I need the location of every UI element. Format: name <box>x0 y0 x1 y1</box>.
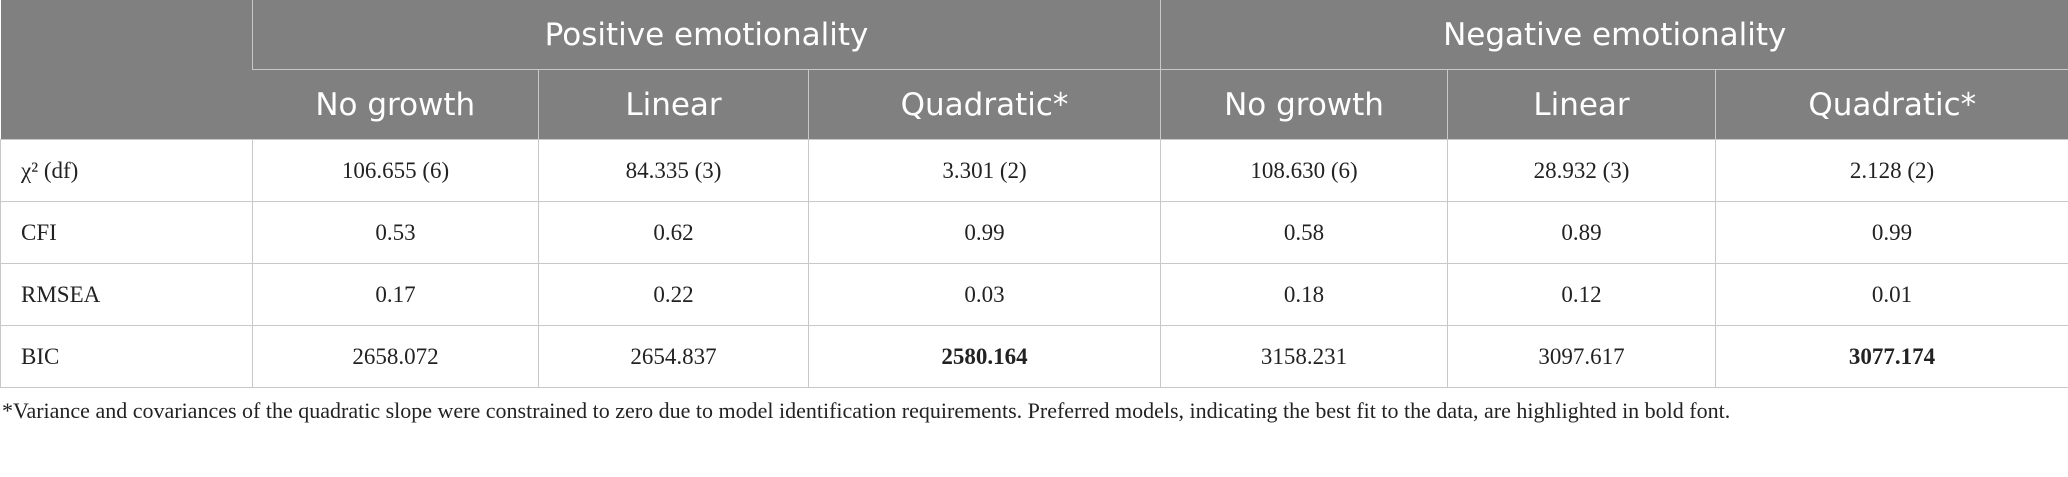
column-header: No growth <box>252 69 539 140</box>
cell: 0.12 <box>1447 263 1716 326</box>
cell: 0.01 <box>1715 263 2068 326</box>
cell: 3158.231 <box>1160 325 1448 388</box>
footnote: *Variance and covariances of the quadrat… <box>2 398 1731 423</box>
cell: 108.630 (6) <box>1160 139 1448 202</box>
cell: 2658.072 <box>252 325 539 388</box>
row-label: BIC <box>0 325 253 388</box>
cell: 0.62 <box>538 201 809 264</box>
column-header: Quadratic* <box>1715 69 2068 140</box>
cell: 3077.174 <box>1715 325 2068 388</box>
cell: 84.335 (3) <box>538 139 809 202</box>
cell: 2580.164 <box>808 325 1161 388</box>
row: CFI 0.53 0.62 0.99 0.58 0.89 0.99 <box>0 201 2068 264</box>
row-label: RMSEA <box>0 263 253 326</box>
cell: 0.18 <box>1160 263 1448 326</box>
cell: 3097.617 <box>1447 325 1716 388</box>
cell: 0.99 <box>1715 201 2068 264</box>
row: χ² (df) 106.655 (6) 84.335 (3) 3.301 (2) 108… <box>0 139 2068 202</box>
row: RMSEA 0.17 0.22 0.03 0.18 0.12 0.01 <box>0 263 2068 326</box>
cell: 106.655 (6) <box>252 139 539 202</box>
column-header: Linear <box>1447 69 1716 140</box>
cell: 0.03 <box>808 263 1161 326</box>
cell: 0.99 <box>808 201 1161 264</box>
row: BIC 2658.072 2654.837 2580.164 3158.231 3097.… <box>0 325 2068 388</box>
column-header: Linear <box>538 69 809 140</box>
header-row: No growth Linear Quadratic* No growth Linear… <box>1 69 2068 140</box>
cell: 2.128 (2) <box>1715 139 2068 202</box>
row-label: CFI <box>0 201 253 264</box>
header-row: Positive emotionality Negative emotional… <box>0 0 2068 140</box>
cell: 28.932 (3) <box>1447 139 1716 202</box>
corner <box>0 0 253 140</box>
cell: 0.17 <box>252 263 539 326</box>
group-header: Positive emotionality <box>252 0 1161 70</box>
cell: 0.89 <box>1447 201 1716 264</box>
results-table: Positive emotionality Negative emotional… <box>0 0 2068 388</box>
column-header: No growth <box>1160 69 1448 140</box>
cell: 0.58 <box>1160 201 1448 264</box>
cell: 0.22 <box>538 263 809 326</box>
cell: 2654.837 <box>538 325 809 388</box>
cell: 3.301 (2) <box>808 139 1161 202</box>
group-header: Negative emotionality <box>1160 0 2068 70</box>
row-label: χ² (df) <box>0 139 253 202</box>
column-header: Quadratic* <box>808 69 1161 140</box>
cell: 0.53 <box>252 201 539 264</box>
